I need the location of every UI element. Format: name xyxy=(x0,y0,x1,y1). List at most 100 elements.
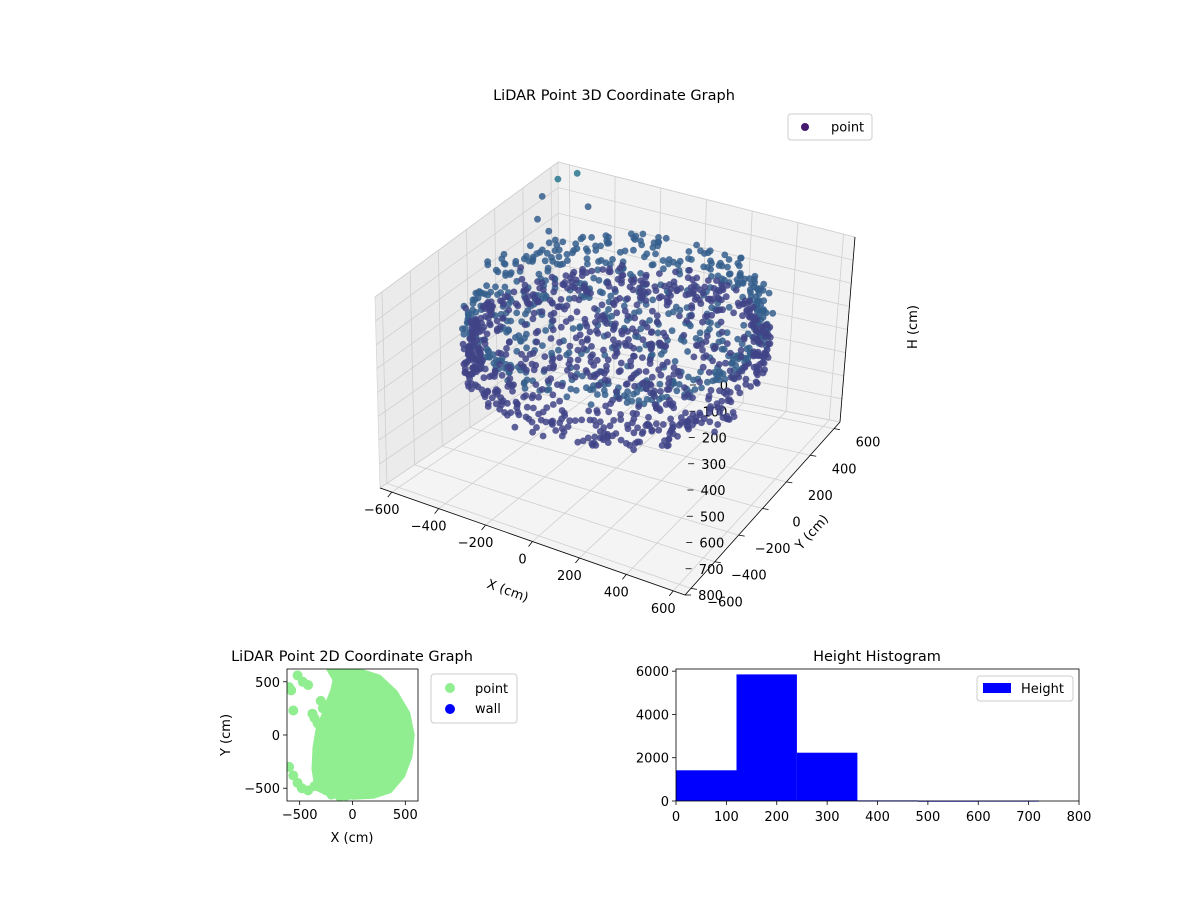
point-2d xyxy=(332,689,343,700)
point-3d xyxy=(664,298,671,306)
point-3d xyxy=(513,277,521,285)
point-3d xyxy=(610,326,617,333)
point-3d xyxy=(693,341,700,349)
point-3d xyxy=(484,400,492,407)
chart-3d: LiDAR Point 3D Coordinate Graph −600 −400… xyxy=(364,88,921,617)
point-3d xyxy=(512,334,519,341)
point-3d xyxy=(650,239,658,247)
point-3d xyxy=(660,329,667,337)
point-3d xyxy=(497,289,504,296)
point-3d xyxy=(700,415,708,423)
chart-2d-ticks: −500−500 0 0 500 500 xyxy=(244,676,417,823)
point-3d xyxy=(706,409,713,416)
point-3d xyxy=(488,394,496,402)
point-3d xyxy=(528,394,536,402)
point-2d xyxy=(303,680,314,690)
point-3d xyxy=(727,398,735,406)
point-3d xyxy=(725,256,733,263)
point-3d xyxy=(657,371,665,379)
point-3d xyxy=(635,308,643,315)
point-3d xyxy=(584,434,592,442)
point-3d xyxy=(759,314,767,321)
point-3d xyxy=(643,323,651,331)
point-3d xyxy=(651,283,659,290)
point-3d xyxy=(563,250,571,258)
point-3d xyxy=(484,258,491,266)
point-3d xyxy=(605,233,612,241)
x-tick-label: −400 xyxy=(411,520,447,535)
point-3d xyxy=(605,282,613,290)
point-3d xyxy=(716,387,723,395)
point-3d xyxy=(567,385,575,393)
point-3d xyxy=(744,355,752,362)
point-3d xyxy=(692,335,700,342)
point-3d xyxy=(505,338,513,346)
point-3d xyxy=(671,358,679,365)
point-3d xyxy=(624,388,631,396)
point-3d xyxy=(706,325,713,333)
point-3d xyxy=(523,298,531,306)
point-3d xyxy=(595,381,603,389)
point-3d xyxy=(538,246,546,254)
x-tick-mark xyxy=(575,557,580,564)
point-3d xyxy=(582,367,590,374)
x-tick-label: 0 xyxy=(518,553,526,568)
point-3d xyxy=(601,376,609,384)
point-3d xyxy=(571,417,579,424)
point-3d xyxy=(699,363,707,371)
point-3d xyxy=(576,323,584,331)
point-3d xyxy=(612,430,620,437)
point-3d xyxy=(709,357,716,365)
point-3d xyxy=(726,349,734,357)
point-3d xyxy=(668,425,676,433)
x-tick-mark xyxy=(434,508,439,514)
point-3d xyxy=(541,257,549,265)
point-3d xyxy=(574,356,582,364)
point-3d xyxy=(575,296,583,304)
point-3d xyxy=(487,305,495,312)
point-3d xyxy=(652,250,659,258)
x-tick-label: −200 xyxy=(458,536,494,551)
point-3d xyxy=(539,408,547,416)
point-3d xyxy=(590,439,598,447)
point-3d xyxy=(486,319,493,327)
point-3d xyxy=(730,309,737,317)
point-3d xyxy=(586,328,594,336)
point-3d xyxy=(653,318,661,326)
point-3d xyxy=(535,393,542,401)
point-3d xyxy=(655,366,663,373)
point-3d xyxy=(564,423,572,430)
point-3d xyxy=(637,325,645,333)
point-3d xyxy=(523,376,531,384)
point-3d xyxy=(704,295,712,303)
point-3d xyxy=(706,418,714,426)
point-3d xyxy=(554,381,561,388)
x-tick-label-2d: 500 xyxy=(393,808,418,823)
z-tick-label: 300 xyxy=(701,458,726,473)
point-3d xyxy=(504,400,511,407)
point-3d xyxy=(538,386,546,393)
point-3d xyxy=(742,375,750,383)
x-tick-label-2d: −500 xyxy=(282,808,318,823)
point-3d xyxy=(718,397,726,405)
chart-2d-y-label: Y (cm) xyxy=(219,714,234,757)
y-tick-label: −400 xyxy=(731,569,767,584)
point-3d xyxy=(533,250,541,257)
point-3d xyxy=(612,388,620,395)
point-2d xyxy=(287,685,297,696)
point-3d xyxy=(561,409,568,417)
point-3d xyxy=(640,288,648,296)
point-3d xyxy=(617,359,625,367)
point-3d xyxy=(569,271,576,279)
point-3d xyxy=(746,275,753,282)
point-3d xyxy=(753,380,761,387)
point-3d xyxy=(563,393,571,401)
point-3d xyxy=(584,203,592,211)
point-3d xyxy=(653,312,661,320)
point-3d xyxy=(642,385,650,393)
point-3d xyxy=(584,335,591,343)
point-3d xyxy=(621,247,629,255)
point-3d xyxy=(493,388,500,395)
point-3d xyxy=(597,257,605,264)
point-3d xyxy=(469,300,477,307)
